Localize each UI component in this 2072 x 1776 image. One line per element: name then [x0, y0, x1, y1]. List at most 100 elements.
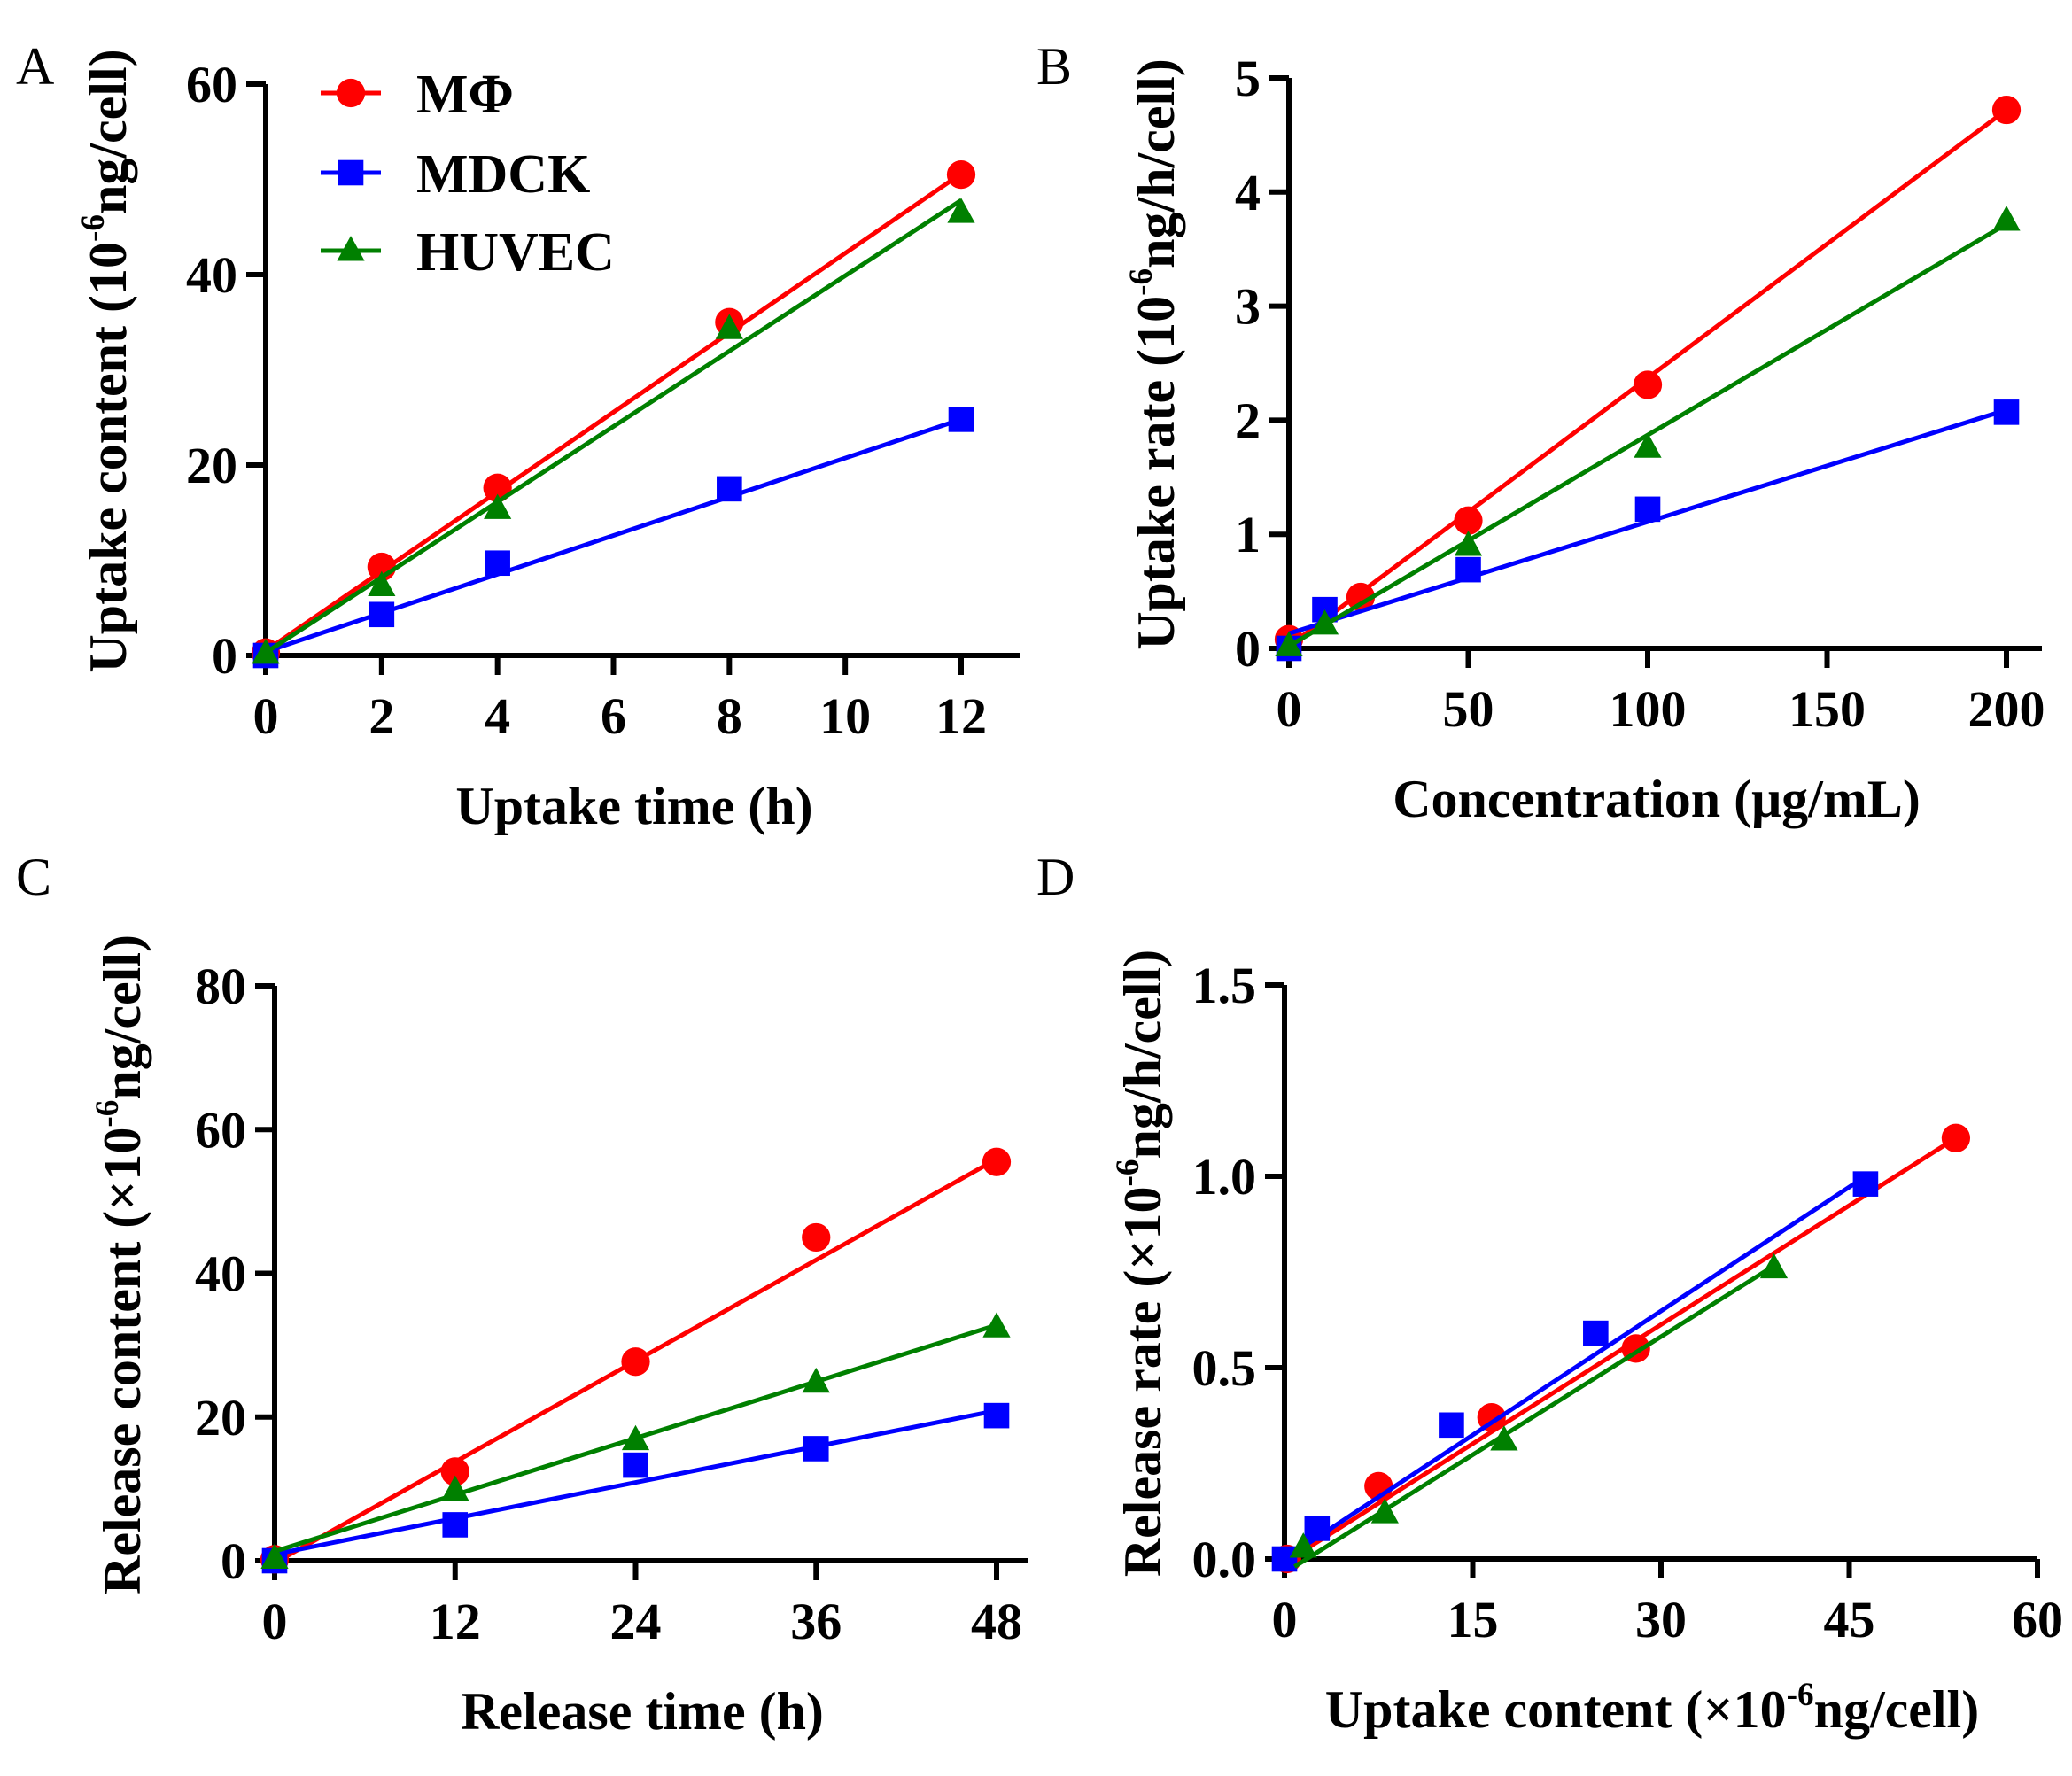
x-tick-label: 30: [1635, 1591, 1687, 1648]
x-tick-label: 45: [1824, 1591, 1875, 1648]
legend-marker: [336, 78, 366, 108]
x-axis-title: Concentration (μg/mL): [1393, 770, 1921, 828]
data-point: [1289, 1532, 1317, 1558]
data-point: [1346, 582, 1376, 612]
x-tick-label: 6: [601, 687, 626, 745]
data-point: [948, 407, 974, 432]
y-axis-title: Uptake content (10-6ng/cell): [75, 49, 137, 672]
data-point: [982, 1147, 1012, 1176]
y-tick-label: 3: [1235, 278, 1261, 336]
panel-letter: C: [16, 848, 51, 906]
x-tick-label: 0: [1277, 680, 1302, 738]
y-tick-label: 0.5: [1192, 1339, 1257, 1397]
legend-marker: [338, 159, 364, 186]
x-tick-label: 24: [610, 1593, 662, 1650]
y-axis-title: Release content (×10-6ng/cell): [89, 935, 151, 1594]
series-huvec: [252, 198, 975, 664]
x-tick-label: 150: [1789, 680, 1866, 738]
data-point: [982, 1312, 1011, 1338]
series-huvec: [1275, 206, 2021, 656]
data-point: [1759, 1253, 1789, 1279]
legend-label: MDCK: [416, 144, 590, 205]
legend-label: MΦ: [416, 65, 514, 125]
legend-item: MDCK: [321, 144, 590, 205]
data-point: [1490, 1425, 1518, 1451]
data-point: [1992, 206, 2021, 231]
data-point: [1304, 1516, 1331, 1541]
x-tick-label: 100: [1610, 680, 1687, 738]
data-point: [717, 476, 742, 502]
data-point: [369, 601, 395, 628]
x-tick-label: 0: [262, 1593, 288, 1650]
legend-item: HUVEC: [321, 222, 615, 283]
data-point: [260, 1543, 289, 1570]
data-point: [1310, 609, 1339, 635]
y-tick-label: 40: [186, 246, 237, 304]
data-point: [983, 1402, 1010, 1429]
data-point: [802, 1367, 830, 1393]
data-point: [1439, 1412, 1464, 1439]
fit-line: [274, 1408, 997, 1557]
fit-line: [1283, 1174, 1867, 1562]
panel-letter: B: [1036, 37, 1072, 96]
x-tick-label: 10: [819, 687, 871, 745]
data-point: [1991, 95, 2022, 125]
x-tick-label: 48: [971, 1593, 1022, 1650]
x-axis-title: Uptake content (×10-6ng/cell): [1325, 1677, 1979, 1739]
data-point: [1454, 506, 1483, 535]
x-axis-title: Release time (h): [461, 1682, 824, 1741]
panel-d: D 0 15 30 45 60 0.0 0.5 1.0 1.5 Uptake content (×1…: [1036, 848, 2063, 1739]
data-point: [1941, 1123, 1971, 1152]
panel-c: C 0 12 24 36 48 0 20 40 60 80 Release time (h) Relea…: [16, 848, 1028, 1741]
legend-label: HUVEC: [416, 222, 615, 283]
data-point: [621, 1347, 650, 1377]
data-point: [1275, 631, 1303, 656]
data-point: [1633, 370, 1663, 399]
data-point: [623, 1452, 648, 1478]
data-point: [252, 638, 280, 664]
x-tick-label: 60: [2012, 1591, 2063, 1648]
x-tick-label: 4: [485, 687, 510, 745]
x-tick-label: 8: [717, 687, 742, 745]
y-tick-label: 0: [1235, 620, 1261, 678]
data-point: [442, 1512, 469, 1538]
series-mdck: [252, 407, 974, 669]
y-tick-label: 20: [186, 437, 237, 494]
data-point: [621, 1424, 650, 1451]
fit-line: [1283, 1136, 1958, 1565]
x-tick-label: 12: [430, 1593, 481, 1650]
y-tick-label: 60: [186, 56, 237, 113]
data-point: [1634, 496, 1661, 523]
x-tick-label: 15: [1447, 1591, 1499, 1648]
data-point: [1271, 1546, 1298, 1572]
y-axis-title: Release rate (×10-6ng/h/cell): [1110, 950, 1172, 1577]
data-point: [1454, 531, 1483, 556]
data-point: [1634, 432, 1662, 458]
data-point: [368, 570, 396, 596]
y-tick-label: 1.0: [1192, 1148, 1257, 1206]
y-tick-label: 80: [195, 958, 246, 1015]
data-point: [485, 550, 510, 577]
data-point: [1852, 1171, 1879, 1197]
legend: MΦ MDCK HUVEC: [321, 65, 615, 283]
data-point: [1455, 556, 1481, 583]
x-tick-label: 0: [253, 687, 279, 745]
x-tick-label: 12: [935, 687, 987, 745]
y-tick-label: 40: [195, 1245, 246, 1303]
data-point: [1583, 1320, 1609, 1346]
data-point: [715, 314, 743, 339]
data-point: [803, 1436, 829, 1462]
x-tick-label: 2: [369, 687, 394, 745]
data-point: [1993, 399, 2020, 425]
panel-b: B 0 50 100 150 200 0 1 2 3 4 5 Concentration (μg/mL)…: [1036, 37, 2045, 828]
series-huvec: [260, 1312, 1011, 1570]
y-tick-label: 20: [195, 1389, 246, 1446]
y-tick-label: 60: [195, 1101, 246, 1159]
y-tick-label: 0.0: [1192, 1531, 1257, 1588]
data-point: [440, 1457, 469, 1486]
x-tick-label: 50: [1443, 680, 1494, 738]
y-tick-label: 0: [212, 627, 237, 685]
series-huvec: [1289, 1253, 1789, 1569]
y-tick-label: 4: [1235, 164, 1261, 221]
